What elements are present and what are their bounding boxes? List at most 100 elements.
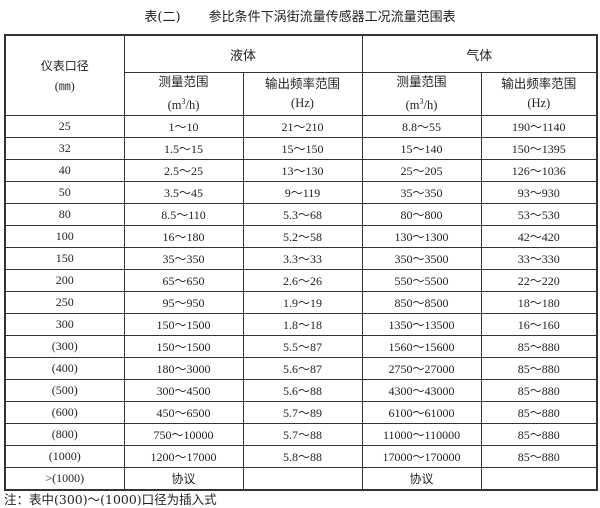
table-cell: 16～160: [480, 313, 598, 337]
table-cell: 25～205: [361, 159, 482, 183]
table-cell: 130～1300: [361, 225, 482, 249]
freq-unit: (Hz): [291, 96, 314, 111]
header-gas-freq: 输出频率范围 (Hz): [480, 71, 598, 117]
table-cell: 9～119: [242, 181, 363, 205]
header-gas: 气体: [361, 34, 598, 73]
flow-unit: (m3/h): [167, 97, 200, 113]
header-liquid-flow: 测量范围 (m3/h): [123, 71, 244, 117]
table-row: 40 2.5～25 13～130 25～205 126～1036: [4, 159, 598, 183]
header-diameter: 仪表口径 (㎜): [4, 34, 125, 117]
freq-range-label: 输出频率范围: [501, 77, 577, 92]
table-cell: 5.5～87: [242, 335, 363, 359]
table-cell: 150～1395: [480, 137, 598, 161]
table-row: 250 95～950 1.9～19 850～8500 18～180: [4, 291, 598, 315]
table-cell: 3.3～33: [242, 247, 363, 271]
table-cell: 65～650: [123, 269, 244, 293]
table-cell: 15～150: [242, 137, 363, 161]
table-row: >(1000) 协议 协议: [4, 467, 598, 491]
table-cell: 4300～43000: [361, 379, 482, 403]
table-cell: 25: [4, 115, 125, 139]
table-cell: 80: [4, 203, 125, 227]
table-cell: 42～420: [480, 225, 598, 249]
table-row: (400) 180～3000 5.6～87 2750～27000 85～880: [4, 357, 598, 381]
table-cell: (500): [4, 379, 125, 403]
table-cell: 35～350: [361, 181, 482, 205]
table-cell: (400): [4, 357, 125, 381]
table-cell: 1350～13500: [361, 313, 482, 337]
table-cell: 300～4500: [123, 379, 244, 403]
table-cell: 11000～110000: [361, 423, 482, 447]
table-cell: 5.2～58: [242, 225, 363, 249]
header-liquid: 液体: [123, 34, 363, 73]
table-cell: 35～350: [123, 247, 244, 271]
table-cell: 85～880: [480, 379, 598, 403]
table-row: (800) 750～10000 5.7～88 11000～110000 85～880: [4, 423, 598, 447]
table-cell: 5.6～88: [242, 379, 363, 403]
table-cell: 85～880: [480, 401, 598, 425]
table-cell: 50: [4, 181, 125, 205]
table-cell: 250: [4, 291, 125, 315]
diameter-label: 仪表口径: [40, 58, 89, 73]
table-cell: 2.5～25: [123, 159, 244, 183]
flow-range-table: 仪表口径 (㎜) 液体 气体 测量范围 (m3/h) 输出频率范围 (Hz) 测量范…: [4, 34, 599, 492]
header-gas-flow: 测量范围 (m3/h): [361, 71, 482, 117]
table-cell: 2750～27000: [361, 357, 482, 381]
table-cell: 协议: [123, 467, 244, 491]
table-cell: 40: [4, 159, 125, 183]
table-title: 表(二) 参比条件下涡街流量传感器工况流量范围表: [0, 6, 600, 25]
flow-unit: (m3/h): [405, 97, 438, 113]
table-cell: 33～330: [480, 247, 598, 271]
table-cell: 21～210: [242, 115, 363, 139]
table-row: 32 1.5～15 15～150 15～140 150～1395: [4, 137, 598, 161]
table-cell: 1.5～15: [123, 137, 244, 161]
table-cell: 5.6～87: [242, 357, 363, 381]
table-cell: 85～880: [480, 335, 598, 359]
table-cell: 1～10: [123, 115, 244, 139]
diameter-unit: (㎜): [54, 78, 75, 93]
flow-range-label: 测量范围: [396, 75, 447, 89]
table-cell: 3.5～45: [123, 181, 244, 205]
table-cell: 550～5500: [361, 269, 482, 293]
table-cell: 150～1500: [123, 335, 244, 359]
table-cell: 5.7～88: [242, 423, 363, 447]
table-cell: 5.3～68: [242, 203, 363, 227]
table-cell: 100: [4, 225, 125, 249]
table-row: (1000) 1200～17000 5.8～88 17000～170000 85～880: [4, 445, 598, 469]
table-cell: 53～530: [480, 203, 598, 227]
table-caption: 参比条件下涡街流量传感器工况流量范围表: [208, 10, 456, 25]
table-cell: 85～880: [480, 445, 598, 469]
table-row: (600) 450～6500 5.7～89 6100～61000 85～880: [4, 401, 598, 425]
header-liquid-freq: 输出频率范围 (Hz): [242, 71, 363, 117]
table-cell: 750～10000: [123, 423, 244, 447]
table-row: 25 1～10 21～210 8.8～55 190～1140: [4, 115, 598, 139]
table-cell: 85～880: [480, 423, 598, 447]
table-cell: 300: [4, 313, 125, 337]
table-cell: 18～180: [480, 291, 598, 315]
table-cell: 93～930: [480, 181, 598, 205]
table-cell: 1.9～19: [242, 291, 363, 315]
flow-range-label: 测量范围: [158, 75, 209, 89]
table-cell: 15～140: [361, 137, 482, 161]
table-cell: 85～880: [480, 357, 598, 381]
table-cell: [480, 467, 598, 491]
table-cell: 协议: [361, 467, 482, 491]
table-cell: (800): [4, 423, 125, 447]
footnote: 注：表中(300)～(1000)口径为插入式: [4, 492, 217, 507]
table-cell: 95～950: [123, 291, 244, 315]
table-cell: 8.8～55: [361, 115, 482, 139]
table-cell: 1200～17000: [123, 445, 244, 469]
table-cell: 190～1140: [480, 115, 598, 139]
table-cell: 13～130: [242, 159, 363, 183]
table-row: (300) 150～1500 5.5～87 1560～15600 85～880: [4, 335, 598, 359]
table-cell: 200: [4, 269, 125, 293]
table-cell: 126～1036: [480, 159, 598, 183]
table-cell: 17000～170000: [361, 445, 482, 469]
table-row: 50 3.5～45 9～119 35～350 93～930: [4, 181, 598, 205]
table-row: 80 8.5～110 5.3～68 80～800 53～530: [4, 203, 598, 227]
table-cell: 5.8～88: [242, 445, 363, 469]
table-cell: 6100～61000: [361, 401, 482, 425]
table-number: 表(二): [144, 10, 181, 25]
table-cell: (1000): [4, 445, 125, 469]
table-cell: 80～800: [361, 203, 482, 227]
table-cell: 850～8500: [361, 291, 482, 315]
